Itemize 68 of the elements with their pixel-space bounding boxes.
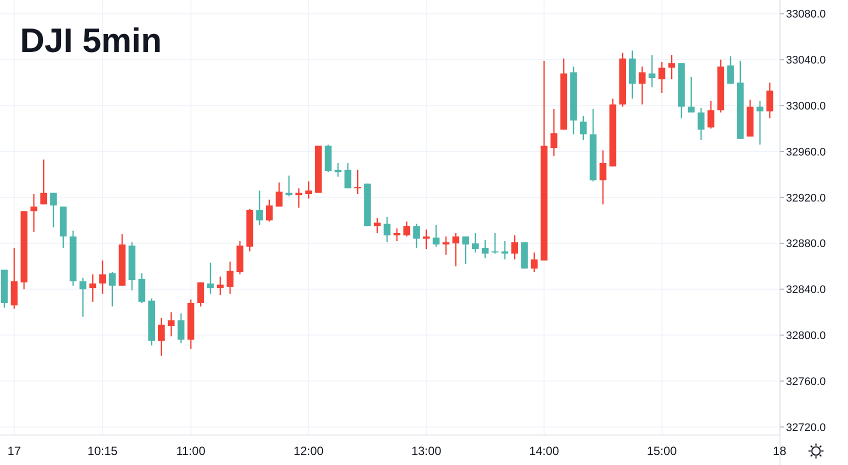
candlestick [756, 100, 764, 146]
x-tick-label: 13:00 [411, 444, 442, 458]
y-tick-label: 32720.0 [786, 422, 826, 434]
candlestick [158, 317, 165, 356]
candlestick [658, 61, 666, 94]
candlestick [688, 76, 695, 114]
candlestick [80, 277, 86, 318]
candlestick [266, 199, 273, 222]
candlestick [99, 260, 106, 294]
candlestick [511, 234, 518, 260]
candlestick [197, 282, 204, 308]
candlestick [580, 115, 587, 141]
candlestick [226, 261, 234, 294]
y-tick-label: 32920.0 [786, 192, 826, 204]
candlestick [413, 223, 420, 249]
y-tick-label: 32960.0 [786, 146, 826, 158]
candlestick [727, 56, 734, 84]
y-tick-label: 32800.0 [786, 330, 826, 342]
candlestick [432, 224, 440, 248]
candlestick [40, 158, 48, 205]
candlestick [394, 228, 400, 242]
candlestick [638, 66, 646, 106]
candlestick [50, 192, 57, 228]
candlestick [600, 150, 606, 205]
candlestick [89, 274, 96, 303]
candlestick [30, 193, 38, 232]
candlestick [305, 180, 312, 200]
candlestick [708, 100, 714, 130]
y-tick-label: 33040.0 [786, 54, 826, 67]
candlestick [472, 232, 479, 254]
candlestick [403, 220, 410, 238]
candlestick [276, 182, 283, 208]
candlestick [462, 236, 469, 265]
candlestick [648, 54, 656, 88]
candlestick [207, 262, 214, 294]
candlestick [384, 216, 390, 243]
y-tick-label: 32880.0 [786, 238, 826, 250]
candlestick [492, 232, 498, 254]
candlestick [334, 162, 342, 178]
x-tick-label: 15:00 [646, 444, 678, 458]
text: DJI 5min [20, 22, 162, 60]
candlestick [344, 162, 352, 189]
x-tick-label: 11:00 [176, 444, 206, 458]
x-tick-label: 10:15 [88, 444, 118, 458]
candlestick [216, 276, 224, 296]
candlestick [286, 174, 292, 197]
y-tick-label: 32760.0 [786, 376, 826, 388]
y-tick-label: 33080.0 [786, 8, 826, 21]
candlestick [482, 239, 489, 259]
candlestick [766, 82, 774, 119]
y-tick-label: 32840.0 [786, 284, 826, 296]
y-tick-label: 33000.0 [786, 100, 826, 112]
candlestick [138, 272, 146, 304]
candlestick [550, 108, 558, 157]
candlestick [108, 271, 116, 308]
candlestick [698, 107, 704, 141]
candlestick [168, 312, 175, 337]
candlestick [374, 217, 381, 234]
candlestick [442, 236, 450, 256]
x-tick-label: 12:00 [294, 444, 324, 458]
candlestick [530, 252, 538, 273]
candlestick [452, 232, 460, 267]
x-tick-label: 18 [772, 444, 787, 458]
candlestick [178, 312, 184, 344]
candlestick [256, 190, 263, 226]
candlestick [668, 54, 676, 80]
x-tick-label: 14:00 [529, 444, 560, 458]
x-tick-label: 17 [8, 444, 22, 458]
